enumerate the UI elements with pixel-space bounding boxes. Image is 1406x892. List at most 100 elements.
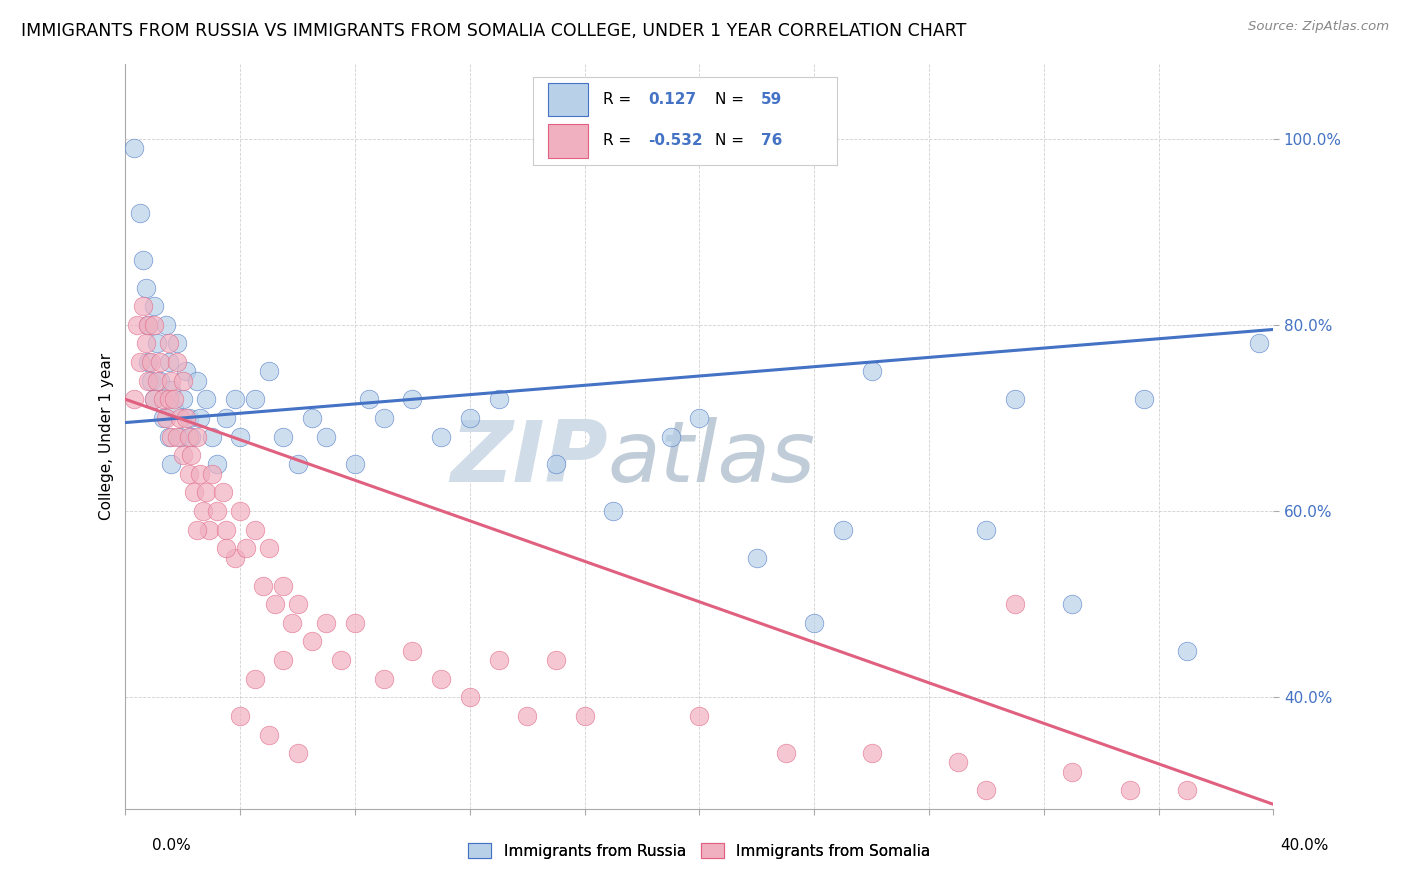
Point [287,458,309,472]
Point [243,392,266,407]
Point [401,643,423,657]
Point [160,458,183,472]
Point [207,458,229,472]
Point [1133,392,1156,407]
Point [183,485,205,500]
Point [131,252,153,267]
Point [315,429,337,443]
Point [252,578,274,592]
Point [1119,783,1142,797]
Point [243,523,266,537]
Point [257,727,280,741]
Point [135,336,157,351]
Point [155,318,177,332]
Point [155,411,177,425]
Point [166,429,188,443]
Point [141,355,163,369]
Point [135,280,157,294]
Point [163,392,186,407]
Point [745,550,768,565]
Point [271,578,294,592]
Point [160,383,183,397]
Point [194,485,217,500]
Point [401,392,423,407]
Point [1004,597,1026,611]
Point [138,318,160,332]
Point [976,783,998,797]
Point [186,429,208,443]
Point [143,318,166,332]
Point [344,458,367,472]
Point [229,429,252,443]
Point [235,541,257,556]
Point [157,392,180,407]
Point [574,709,596,723]
Point [329,653,352,667]
Text: atlas: atlas [607,417,815,500]
Point [200,429,222,443]
Point [488,653,510,667]
Point [122,141,145,155]
Point [166,336,188,351]
Text: 40.0%: 40.0% [1281,838,1329,853]
Point [602,504,624,518]
Point [207,504,229,518]
Point [160,429,183,443]
Point [215,411,238,425]
Point [458,690,481,705]
Point [143,392,166,407]
Point [160,374,183,388]
Point [188,467,211,481]
Point [373,672,395,686]
Point [194,392,217,407]
Text: ZIP: ZIP [450,417,607,500]
Point [163,401,186,416]
Point [344,615,367,630]
Point [146,374,169,388]
Point [180,448,202,462]
Point [271,653,294,667]
Point [128,355,150,369]
Point [430,429,453,443]
Legend: Immigrants from Russia, Immigrants from Somalia: Immigrants from Russia, Immigrants from … [463,837,936,864]
Point [775,746,797,760]
Point [224,392,246,407]
Point [146,336,169,351]
Point [488,392,510,407]
Point [803,615,825,630]
Point [149,374,172,388]
Point [430,672,453,686]
Point [860,364,883,378]
Point [197,523,219,537]
Point [373,411,395,425]
Point [281,615,304,630]
Point [143,299,166,313]
Point [243,672,266,686]
Point [141,374,163,388]
Point [157,355,180,369]
Point [212,485,235,500]
Point [177,411,200,425]
Point [1004,392,1026,407]
Point [544,653,567,667]
Point [200,467,222,481]
Point [688,411,710,425]
Point [976,523,998,537]
Point [215,541,238,556]
Text: 0.0%: 0.0% [152,838,191,853]
Point [659,429,682,443]
Point [1175,783,1198,797]
Point [359,392,381,407]
Point [229,709,252,723]
Point [169,411,191,425]
Point [174,411,197,425]
Point [152,392,174,407]
Point [263,597,285,611]
Point [138,355,160,369]
Point [157,336,180,351]
Point [166,355,188,369]
Point [257,541,280,556]
Point [688,709,710,723]
Point [131,299,153,313]
Point [516,709,538,723]
